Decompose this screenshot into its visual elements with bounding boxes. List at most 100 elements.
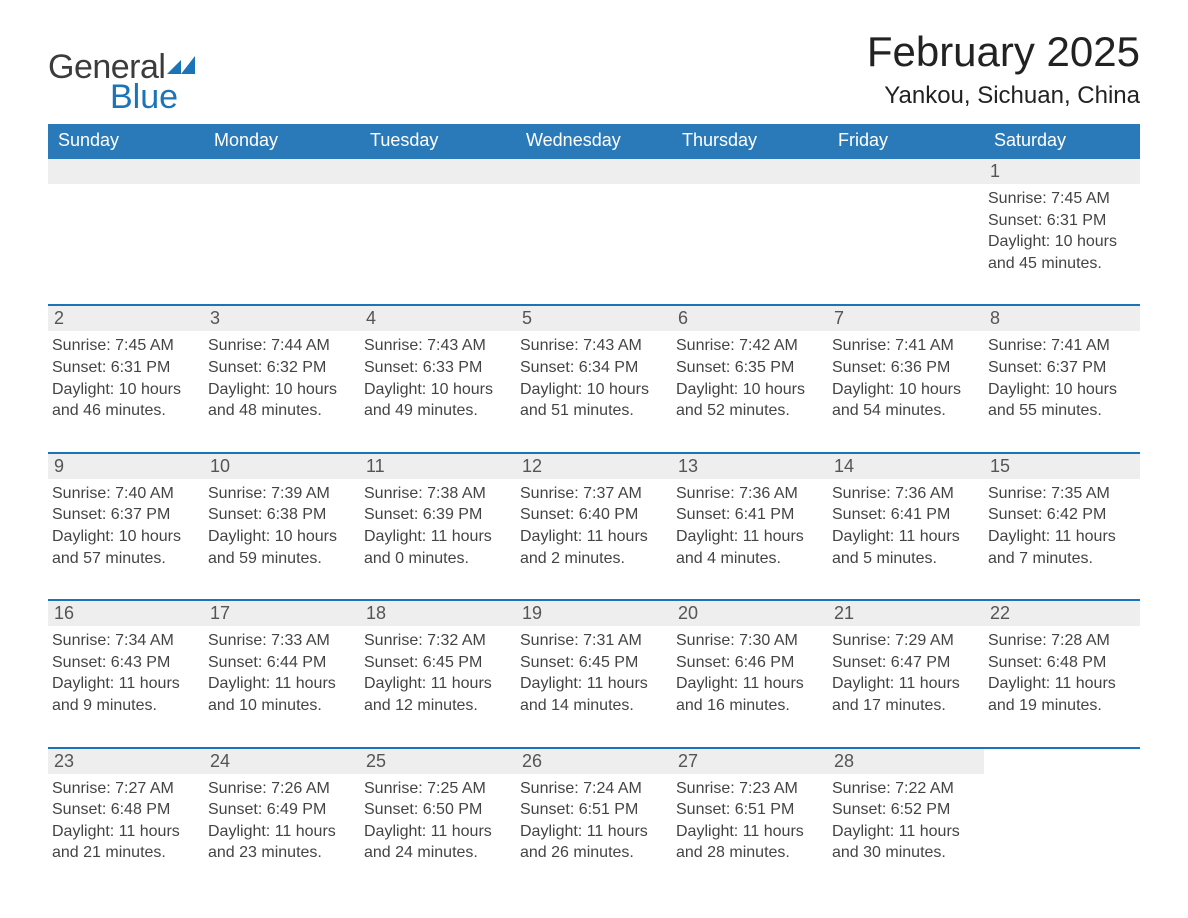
calendar-week-row: 9Sunrise: 7:40 AMSunset: 6:37 PMDaylight… bbox=[48, 454, 1140, 599]
day-number-bar: 21 bbox=[828, 601, 984, 626]
day-sunset: Sunset: 6:36 PM bbox=[832, 357, 976, 379]
day-info: Sunrise: 7:34 AMSunset: 6:43 PMDaylight:… bbox=[52, 630, 196, 716]
calendar-day-cell: 15 Sunrise: 7:35 AMSunset: 6:42 PMDayligh… bbox=[984, 454, 1140, 599]
calendar-day-cell: 19Sunrise: 7:31 AMSunset: 6:45 PMDayligh… bbox=[516, 601, 672, 746]
day-info: Sunrise: 7:29 AMSunset: 6:47 PMDaylight:… bbox=[832, 630, 976, 716]
day-sunrise: Sunrise: 7:41 AM bbox=[988, 335, 1132, 357]
calendar-day-cell: 16Sunrise: 7:34 AMSunset: 6:43 PMDayligh… bbox=[48, 601, 204, 746]
day-number-bar: 19 bbox=[516, 601, 672, 626]
day-sunrise: Sunrise: 7:36 AM bbox=[832, 483, 976, 505]
day-sunset: Sunset: 6:31 PM bbox=[52, 357, 196, 379]
day-info: Sunrise: 7:41 AMSunset: 6:37 PMDaylight:… bbox=[988, 335, 1132, 421]
calendar-day-cell: 5Sunrise: 7:43 AMSunset: 6:34 PMDaylight… bbox=[516, 306, 672, 451]
day-daylight: Daylight: 11 hours and 7 minutes. bbox=[988, 526, 1132, 569]
calendar-day-cell: 17Sunrise: 7:33 AMSunset: 6:44 PMDayligh… bbox=[204, 601, 360, 746]
day-number-bar: 4 bbox=[360, 306, 516, 331]
calendar-table: SundayMondayTuesdayWednesdayThursdayFrid… bbox=[48, 124, 1140, 894]
day-sunset: Sunset: 6:45 PM bbox=[520, 652, 664, 674]
day-sunrise: Sunrise: 7:37 AM bbox=[520, 483, 664, 505]
day-sunrise: Sunrise: 7:43 AM bbox=[520, 335, 664, 357]
day-number-bar: 10 bbox=[204, 454, 360, 479]
calendar-week-row: 16Sunrise: 7:34 AMSunset: 6:43 PMDayligh… bbox=[48, 601, 1140, 746]
calendar-day-cell: 22 Sunrise: 7:28 AMSunset: 6:48 PMDayligh… bbox=[984, 601, 1140, 746]
day-number-bar: 24 bbox=[204, 749, 360, 774]
day-number-bar: 28 bbox=[828, 749, 984, 774]
day-number-bar: 1 bbox=[984, 159, 1140, 184]
day-sunset: Sunset: 6:44 PM bbox=[208, 652, 352, 674]
calendar-day-cell: 8Sunrise: 7:41 AMSunset: 6:37 PMDaylight… bbox=[984, 306, 1140, 451]
day-number-bar bbox=[204, 159, 360, 184]
day-info: Sunrise: 7:23 AMSunset: 6:51 PMDaylight:… bbox=[676, 778, 820, 864]
day-daylight: Daylight: 11 hours and 0 minutes. bbox=[364, 526, 508, 569]
day-sunset: Sunset: 6:47 PM bbox=[832, 652, 976, 674]
day-info: Sunrise: 7:37 AMSunset: 6:40 PMDaylight:… bbox=[520, 483, 664, 569]
day-number-bar: 6 bbox=[672, 306, 828, 331]
day-daylight: Daylight: 11 hours and 19 minutes. bbox=[988, 673, 1132, 716]
day-number-bar: 3 bbox=[204, 306, 360, 331]
calendar-day-cell: 28 Sunrise: 7:22 AMSunset: 6:52 PMDayligh… bbox=[828, 749, 984, 894]
day-number-bar: 23 bbox=[48, 749, 204, 774]
day-sunrise: Sunrise: 7:41 AM bbox=[832, 335, 976, 357]
day-number-bar: 7 bbox=[828, 306, 984, 331]
day-sunrise: Sunrise: 7:35 AM bbox=[988, 483, 1132, 505]
day-sunrise: Sunrise: 7:29 AM bbox=[832, 630, 976, 652]
calendar-day-cell: 7 Sunrise: 7:41 AMSunset: 6:36 PMDaylight… bbox=[828, 306, 984, 451]
day-number-bar: 26 bbox=[516, 749, 672, 774]
day-daylight: Daylight: 10 hours and 57 minutes. bbox=[52, 526, 196, 569]
calendar-day-cell: 4 Sunrise: 7:43 AMSunset: 6:33 PMDaylight… bbox=[360, 306, 516, 451]
day-sunset: Sunset: 6:49 PM bbox=[208, 799, 352, 821]
day-sunset: Sunset: 6:40 PM bbox=[520, 504, 664, 526]
day-sunrise: Sunrise: 7:31 AM bbox=[520, 630, 664, 652]
page-subtitle: Yankou, Sichuan, China bbox=[867, 82, 1140, 110]
calendar-day-cell: 18Sunrise: 7:32 AMSunset: 6:45 PMDayligh… bbox=[360, 601, 516, 746]
day-number-bar bbox=[360, 159, 516, 184]
day-info: Sunrise: 7:38 AMSunset: 6:39 PMDaylight:… bbox=[364, 483, 508, 569]
day-info: Sunrise: 7:43 AMSunset: 6:34 PMDaylight:… bbox=[520, 335, 664, 421]
day-number-bar: 12 bbox=[516, 454, 672, 479]
calendar-header-row: SundayMondayTuesdayWednesdayThursdayFrid… bbox=[48, 124, 1140, 159]
day-sunrise: Sunrise: 7:36 AM bbox=[676, 483, 820, 505]
day-number-bar bbox=[48, 159, 204, 184]
calendar-day-cell: 2Sunrise: 7:45 AMSunset: 6:31 PMDaylight… bbox=[48, 306, 204, 451]
day-daylight: Daylight: 11 hours and 9 minutes. bbox=[52, 673, 196, 716]
day-info: Sunrise: 7:28 AMSunset: 6:48 PMDaylight:… bbox=[988, 630, 1132, 716]
day-daylight: Daylight: 10 hours and 48 minutes. bbox=[208, 379, 352, 422]
calendar-day-cell bbox=[984, 749, 1140, 894]
day-daylight: Daylight: 10 hours and 52 minutes. bbox=[676, 379, 820, 422]
brand-logo: General Blue bbox=[48, 28, 195, 117]
day-info: Sunrise: 7:35 AMSunset: 6:42 PMDaylight:… bbox=[988, 483, 1132, 569]
calendar-day-cell: 9Sunrise: 7:40 AMSunset: 6:37 PMDaylight… bbox=[48, 454, 204, 599]
calendar-day-cell: 20Sunrise: 7:30 AMSunset: 6:46 PMDayligh… bbox=[672, 601, 828, 746]
weekday-header: Monday bbox=[204, 124, 360, 159]
day-sunrise: Sunrise: 7:45 AM bbox=[52, 335, 196, 357]
day-number-bar: 15 bbox=[984, 454, 1140, 479]
day-info: Sunrise: 7:41 AMSunset: 6:36 PMDaylight:… bbox=[832, 335, 976, 421]
day-number-bar: 9 bbox=[48, 454, 204, 479]
day-number-bar: 22 bbox=[984, 601, 1140, 626]
calendar-day-cell: 26Sunrise: 7:24 AMSunset: 6:51 PMDayligh… bbox=[516, 749, 672, 894]
day-sunset: Sunset: 6:46 PM bbox=[676, 652, 820, 674]
day-sunset: Sunset: 6:33 PM bbox=[364, 357, 508, 379]
day-sunset: Sunset: 6:37 PM bbox=[52, 504, 196, 526]
calendar-day-cell: 1Sunrise: 7:45 AMSunset: 6:31 PMDaylight… bbox=[984, 159, 1140, 304]
day-info: Sunrise: 7:39 AMSunset: 6:38 PMDaylight:… bbox=[208, 483, 352, 569]
calendar-week-row: 1Sunrise: 7:45 AMSunset: 6:31 PMDaylight… bbox=[48, 159, 1140, 304]
day-sunrise: Sunrise: 7:34 AM bbox=[52, 630, 196, 652]
day-sunset: Sunset: 6:37 PM bbox=[988, 357, 1132, 379]
day-daylight: Daylight: 11 hours and 2 minutes. bbox=[520, 526, 664, 569]
weekday-header: Tuesday bbox=[360, 124, 516, 159]
calendar-day-cell bbox=[48, 159, 204, 304]
day-sunset: Sunset: 6:41 PM bbox=[676, 504, 820, 526]
day-number-bar: 2 bbox=[48, 306, 204, 331]
day-info: Sunrise: 7:22 AMSunset: 6:52 PMDaylight:… bbox=[832, 778, 976, 864]
calendar-day-cell: 23Sunrise: 7:27 AMSunset: 6:48 PMDayligh… bbox=[48, 749, 204, 894]
day-sunrise: Sunrise: 7:33 AM bbox=[208, 630, 352, 652]
calendar-day-cell: 6Sunrise: 7:42 AMSunset: 6:35 PMDaylight… bbox=[672, 306, 828, 451]
day-sunrise: Sunrise: 7:38 AM bbox=[364, 483, 508, 505]
day-number-bar bbox=[828, 159, 984, 184]
calendar-day-cell bbox=[672, 159, 828, 304]
logo-triangle-icon bbox=[167, 56, 195, 74]
day-sunset: Sunset: 6:38 PM bbox=[208, 504, 352, 526]
day-info: Sunrise: 7:43 AMSunset: 6:33 PMDaylight:… bbox=[364, 335, 508, 421]
weekday-header: Sunday bbox=[48, 124, 204, 159]
